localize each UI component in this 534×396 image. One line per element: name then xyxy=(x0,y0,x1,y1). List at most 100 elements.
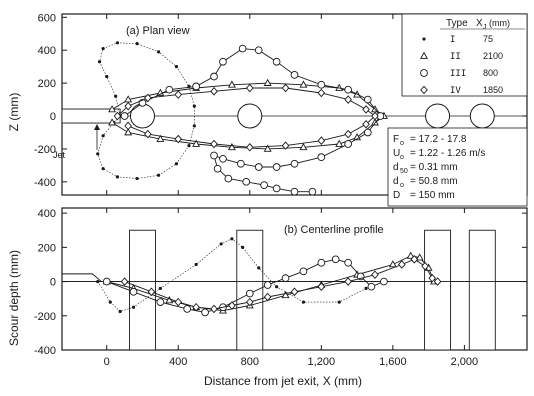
profile-series-III-point xyxy=(263,281,272,289)
profile-series-III-point xyxy=(201,308,209,317)
plan-series-I-point xyxy=(96,152,100,156)
parameter-symbol: d xyxy=(393,162,399,173)
plan-series-IV-point xyxy=(344,129,352,139)
plan-series-IV-point xyxy=(317,136,326,145)
plan-y-tick-label: -200 xyxy=(34,144,56,156)
plan-series-III-point xyxy=(254,46,263,55)
plan-series-IV-point xyxy=(245,83,254,93)
profile-series-IV-point xyxy=(428,273,437,283)
plan-series-II-point xyxy=(227,142,236,151)
plan-series-I-line xyxy=(97,42,195,179)
plan-series-III-point xyxy=(363,95,372,104)
parameter-symbol: d xyxy=(393,176,399,187)
plan-series-II-point xyxy=(108,105,117,113)
plan-series-I-point xyxy=(192,124,196,128)
plan-series-IV-point xyxy=(144,93,152,103)
profile-series-IV-point xyxy=(210,304,218,314)
legend-value-III: 800 xyxy=(483,68,498,78)
profile-series-IV-point xyxy=(410,255,419,264)
plan-series-II-point xyxy=(299,142,308,151)
profile-series-I-point xyxy=(275,285,279,289)
plan-series-I-point xyxy=(101,46,105,51)
profile-series-I-point xyxy=(241,245,245,249)
legend-header-type: Type xyxy=(446,18,468,29)
plan-series-I-point xyxy=(101,167,105,171)
plan-series-III-point xyxy=(363,128,372,137)
profile-x-tick-label: 400 xyxy=(169,356,187,368)
profile-series-I-point xyxy=(364,286,368,291)
profile-series-III-point xyxy=(183,305,192,313)
plan-series-II-point xyxy=(108,118,117,126)
plan-series-IV-point xyxy=(144,129,152,139)
plan-series-III-point xyxy=(272,184,281,193)
plan-series-I-point xyxy=(174,65,179,69)
legend-value-II: 2100 xyxy=(483,51,503,61)
plan-series-III-point xyxy=(210,72,218,81)
plan-series-I-point xyxy=(114,94,118,98)
plan-series-II-point xyxy=(156,134,165,142)
plan-series-III-point xyxy=(344,140,353,148)
profile-series-IV-point xyxy=(120,277,129,286)
plan-series-I-point xyxy=(192,104,196,108)
profile-y-tick-label: -200 xyxy=(34,311,56,323)
profile-series-III-point xyxy=(367,282,376,291)
jet-arrow-head xyxy=(94,124,100,131)
legend-marker-III xyxy=(420,69,428,77)
plan-series-IV-point xyxy=(210,87,218,96)
plan-y-tick-label: 200 xyxy=(38,78,56,90)
plan-series-IV-point xyxy=(124,121,132,131)
profile-series-IV-point xyxy=(147,287,156,297)
legend-marker-II xyxy=(420,51,428,59)
legend-header-x-sub: J xyxy=(483,24,487,31)
plan-y-tick-label: 400 xyxy=(38,45,56,57)
parameter-value: = 17.2 - 17.8 xyxy=(410,134,467,145)
plan-series-III-point xyxy=(165,85,174,94)
profile-series-II-point xyxy=(165,296,174,304)
pier-plan xyxy=(129,103,155,129)
profile-series-III-point xyxy=(380,277,388,286)
profile-y-tick-label: -400 xyxy=(34,345,56,357)
plan-series-III-point xyxy=(238,44,247,53)
profile-series-III-point xyxy=(331,255,340,264)
plan-series-III-point xyxy=(317,80,326,89)
profile-series-IV-point xyxy=(245,297,254,307)
plan-series-IV-point xyxy=(362,105,370,114)
plan-series-II-point xyxy=(299,80,308,88)
profile-series-II-point xyxy=(406,251,415,259)
plan-series-IV-point xyxy=(113,111,122,121)
plan-series-IV-point xyxy=(344,95,352,104)
profile-x-tick-label: 800 xyxy=(241,356,259,368)
legend-marker-IV xyxy=(420,85,428,95)
profile-series-II-point xyxy=(388,260,397,268)
parameter-symbol: F xyxy=(393,134,399,145)
plan-series-IV-point xyxy=(174,134,183,144)
legend: Type X J (mm) I 75 II 2100 III 800 IV 1850 xyxy=(401,13,528,97)
plan-series-IV-point xyxy=(281,83,290,93)
legend-type-I: I xyxy=(450,35,455,45)
profile-series-II-point xyxy=(281,290,290,299)
x-axis-label: Distance from jet exit, X (mm) xyxy=(204,374,362,388)
profile-y-tick-label: 0 xyxy=(50,277,56,289)
profile-series-IV-point xyxy=(263,292,272,302)
profile-series-I-point xyxy=(257,266,261,270)
profile-series-II-point xyxy=(415,253,424,261)
plan-view-panel: 600 400 200 0 -200 -400 Type X J (mm) I 75 II 2100 III… xyxy=(34,12,528,207)
profile-series-IV-point xyxy=(317,282,326,291)
plan-series-III-point xyxy=(254,163,263,171)
plan-series-IV-point xyxy=(281,141,290,150)
legend-type-III: III xyxy=(450,69,466,79)
profile-series-III-point xyxy=(344,258,353,267)
plan-series-IV-point xyxy=(174,90,183,99)
pier-plan xyxy=(237,103,263,129)
profile-series-I-point xyxy=(118,309,122,314)
profile-series-I-line xyxy=(97,238,367,312)
legend-type-IV: IV xyxy=(450,86,461,96)
profile-series-IV-point xyxy=(421,261,429,271)
plan-series-IV-point xyxy=(245,143,254,152)
y-axis-label-top: Z (mm) xyxy=(7,93,21,132)
profile-series-IV-point xyxy=(174,297,183,307)
plan-series-I-point xyxy=(156,173,161,177)
parameter-symbol: D xyxy=(393,190,400,201)
plan-series-I-point xyxy=(105,74,109,79)
